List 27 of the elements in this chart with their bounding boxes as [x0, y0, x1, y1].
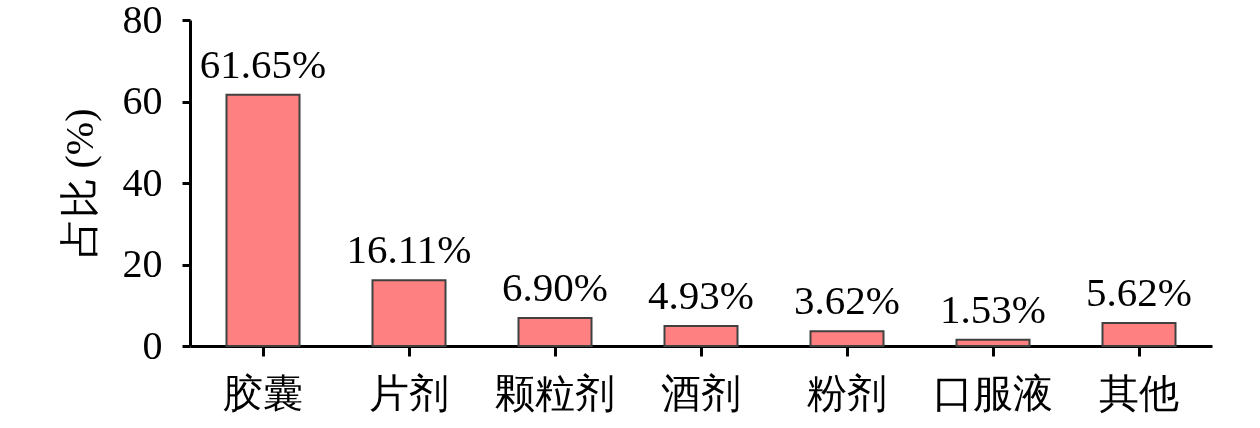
bar: [371, 279, 447, 347]
x-tick-label: 酒剂: [661, 370, 741, 416]
y-tick-label: 20: [122, 241, 163, 286]
x-tick-label: 颗粒剂: [495, 370, 615, 416]
data-label: 3.62%: [794, 277, 900, 324]
bar: [225, 93, 301, 347]
bar: [955, 338, 1031, 347]
x-tick-label: 片剂: [369, 370, 449, 416]
data-label: 5.62%: [1086, 269, 1192, 316]
y-tick-label: 60: [122, 78, 163, 123]
x-tick-label: 口服液: [933, 370, 1053, 416]
y-tick-label: 40: [122, 159, 163, 205]
y-tick-label: 80: [122, 0, 163, 42]
bar: [809, 330, 885, 347]
bar: [517, 316, 593, 347]
data-label: 16.11%: [346, 226, 472, 273]
data-label: 6.90%: [502, 263, 608, 310]
data-label: 61.65%: [199, 40, 327, 87]
bar: [1101, 322, 1177, 347]
x-tick-label: 其他: [1099, 370, 1179, 416]
data-label: 4.93%: [648, 271, 754, 318]
x-tick-label: 胶囊: [223, 370, 303, 416]
bar: [663, 324, 739, 347]
y-axis-title: 占比 (%): [56, 108, 102, 259]
y-tick-label: 0: [142, 322, 163, 368]
data-label: 1.53%: [940, 285, 1046, 332]
x-tick-label: 粉剂: [807, 370, 887, 416]
